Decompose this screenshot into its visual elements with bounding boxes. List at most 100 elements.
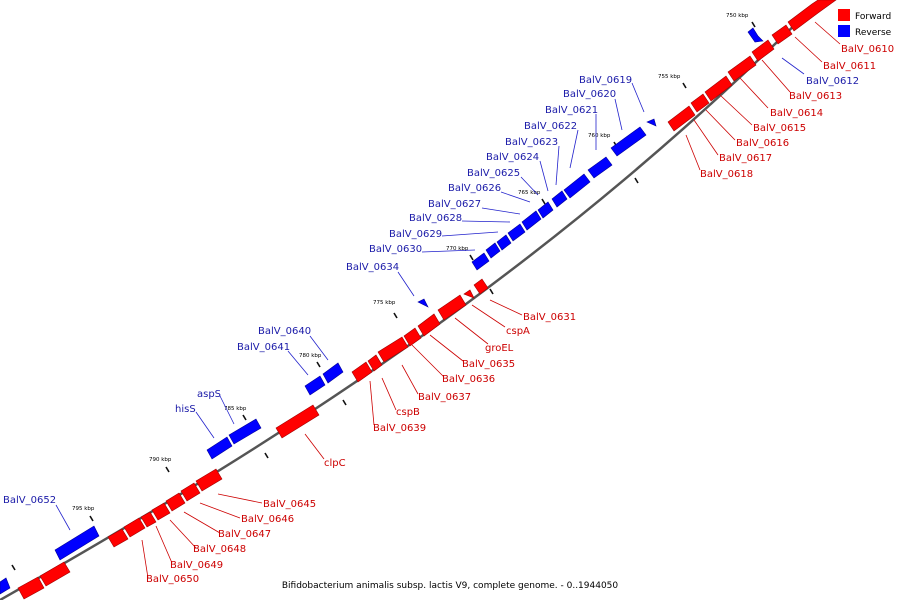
legend-forward-swatch: [838, 9, 850, 21]
gene-arrow[interactable]: [690, 93, 710, 113]
tick-mark: [469, 254, 474, 261]
gene-arrow[interactable]: [787, 0, 837, 32]
gene-label-BalV_0615: BalV_0615: [753, 123, 806, 134]
gene-arrow[interactable]: [507, 223, 526, 242]
gene-label-BalV_0648: BalV_0648: [193, 544, 246, 555]
reverse-gene-arrows: [0, 27, 764, 595]
gene-arrow[interactable]: [471, 252, 490, 271]
gene-label-BalV_0619: BalV_0619: [579, 75, 632, 86]
leader-line: [155, 525, 173, 564]
gene-label-BalV_0610: BalV_0610: [841, 44, 894, 55]
gene-arrow[interactable]: [140, 511, 157, 528]
gene-arrow[interactable]: [417, 313, 441, 337]
leader-line: [217, 493, 263, 504]
gene-label-BalV_0649: BalV_0649: [170, 560, 223, 571]
gene-arrow[interactable]: [228, 418, 262, 445]
leader-line: [421, 249, 476, 253]
tick-mark: [489, 288, 494, 295]
gene-arrow[interactable]: [704, 75, 733, 102]
gene-arrow[interactable]: [463, 289, 475, 299]
tick-mark: [165, 466, 170, 473]
leader-line: [719, 94, 753, 126]
gene-label-BalV_0631: BalV_0631: [523, 312, 576, 323]
gene-label-BalV_0647: BalV_0647: [218, 529, 271, 540]
leader-line: [304, 433, 325, 460]
gene-arrow[interactable]: [727, 55, 757, 82]
gene-arrow[interactable]: [646, 118, 657, 127]
tick-label: 760 kbp: [588, 133, 611, 139]
gene-label-hisS: hisS: [175, 404, 196, 415]
genome-backbone: [0, 0, 821, 600]
gene-label-BalV_0629: BalV_0629: [389, 229, 442, 240]
gene-label-BalV_0625: BalV_0625: [467, 168, 520, 179]
gene-label-BalV_0636: BalV_0636: [442, 374, 495, 385]
leader-line: [569, 129, 579, 169]
gene-arrow[interactable]: [537, 201, 554, 219]
tick-mark: [682, 82, 687, 89]
genome-caption: Bifidobacterium animalis subsp. lactis V…: [282, 581, 619, 591]
gene-arrow[interactable]: [180, 482, 201, 502]
gene-arrow[interactable]: [563, 173, 591, 199]
gene-arrow[interactable]: [123, 517, 146, 538]
leader-line: [705, 109, 736, 141]
gene-arrow[interactable]: [417, 298, 429, 308]
legend: Forward Reverse: [838, 9, 892, 38]
gene-arrow[interactable]: [610, 126, 647, 157]
gene-label-BalV_0645: BalV_0645: [263, 499, 316, 510]
leader-line: [429, 334, 464, 362]
gene-label-BalV_0613: BalV_0613: [789, 91, 842, 102]
gene-arrow[interactable]: [275, 404, 320, 439]
gene-arrow[interactable]: [195, 468, 223, 492]
kbp-ticks: 750 kbp 755 kbp 760 kbp 765 kbp 770 kbp …: [72, 13, 749, 512]
leader-line: [169, 519, 197, 549]
gene-label-BalV_0652: BalV_0652: [3, 495, 56, 506]
tick-mark: [242, 414, 247, 421]
gene-label-cspB: cspB: [396, 407, 420, 418]
reverse-labels: BalV_0619 BalV_0620 BalV_0621 BalV_0622 …: [3, 57, 805, 531]
gene-arrow[interactable]: [587, 156, 613, 179]
gene-arrow[interactable]: [0, 577, 11, 595]
gene-arrow[interactable]: [39, 561, 71, 587]
gene-arrow[interactable]: [667, 105, 696, 132]
gene-arrow[interactable]: [521, 210, 542, 231]
leader-line: [489, 299, 523, 316]
gene-label-BalV_0622: BalV_0622: [524, 121, 577, 132]
leader-line: [369, 380, 375, 426]
gene-arrow[interactable]: [322, 362, 344, 384]
gene-arrow[interactable]: [751, 39, 775, 62]
gene-arrow[interactable]: [151, 502, 171, 521]
gene-label-groEL: groEL: [485, 343, 514, 354]
gene-label-BalV_0637: BalV_0637: [418, 392, 471, 403]
gene-arrow[interactable]: [367, 354, 383, 372]
gene-arrow[interactable]: [206, 436, 233, 460]
gene-label-BalV_0641: BalV_0641: [237, 342, 290, 353]
gene-arrow[interactable]: [107, 528, 129, 548]
gene-arrow[interactable]: [17, 576, 45, 600]
tick-marks: [11, 21, 756, 571]
gene-label-BalV_0623: BalV_0623: [505, 137, 558, 148]
leader-line: [441, 231, 499, 237]
leader-line: [381, 377, 397, 411]
gene-arrow[interactable]: [771, 24, 793, 45]
gene-arrow[interactable]: [351, 361, 373, 383]
tick-mark: [393, 312, 398, 319]
gene-arrow[interactable]: [485, 242, 501, 259]
gene-arrow[interactable]: [473, 278, 489, 295]
gene-arrow[interactable]: [747, 27, 764, 43]
tick-mark: [342, 399, 347, 406]
gene-arrow[interactable]: [403, 327, 422, 347]
gene-arrow[interactable]: [551, 190, 568, 208]
gene-label-BalV_0639: BalV_0639: [373, 423, 426, 434]
leader-line: [794, 36, 823, 63]
gene-arrow[interactable]: [304, 375, 326, 396]
gene-arrow[interactable]: [437, 294, 467, 321]
gene-label-BalV_0612[interactable]: BalV_0612: [806, 76, 859, 87]
gene-arrow[interactable]: [496, 234, 512, 251]
leader-line: [761, 59, 791, 93]
gene-arrow[interactable]: [377, 336, 409, 363]
legend-reverse-swatch: [838, 25, 850, 37]
gene-label-BalV_0630: BalV_0630: [369, 244, 422, 255]
gene-arrow[interactable]: [165, 492, 186, 512]
gene-label-BalV_0616: BalV_0616: [736, 138, 789, 149]
gene-arrow[interactable]: [54, 525, 100, 561]
